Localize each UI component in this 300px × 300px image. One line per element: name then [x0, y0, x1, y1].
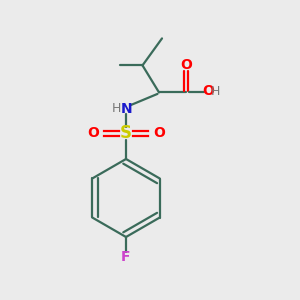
Text: N: N [121, 102, 132, 116]
Text: O: O [180, 58, 192, 72]
Text: H: H [112, 102, 121, 116]
Text: S: S [120, 124, 132, 142]
Text: O: O [202, 85, 214, 98]
Text: H: H [211, 85, 220, 98]
Text: O: O [87, 127, 99, 140]
Text: F: F [121, 250, 131, 264]
Text: O: O [153, 127, 165, 140]
